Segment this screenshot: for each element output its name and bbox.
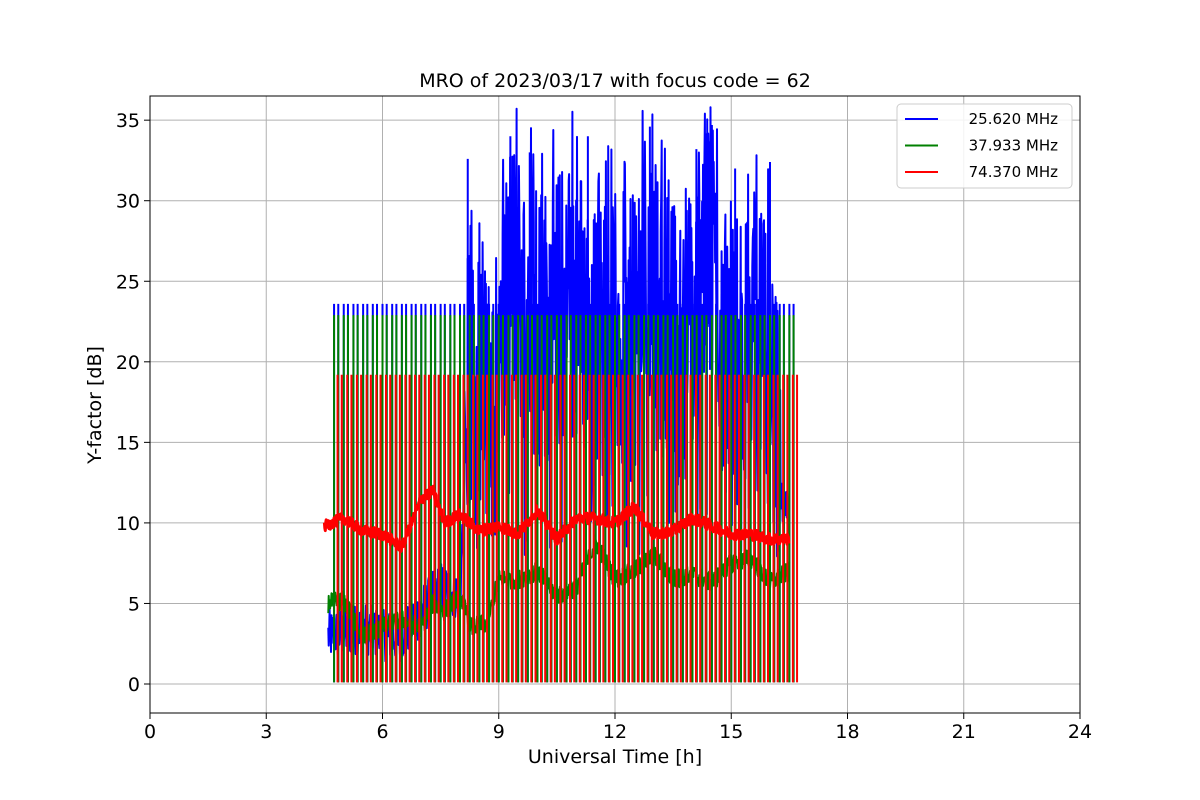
y-tick-label: 15 <box>116 432 140 454</box>
x-tick-label: 0 <box>144 721 156 743</box>
x-tick-label: 18 <box>835 721 859 743</box>
x-tick-label: 9 <box>493 721 505 743</box>
series-layer <box>322 106 799 683</box>
y-tick-label: 10 <box>116 513 140 535</box>
x-tick-label: 24 <box>1068 721 1092 743</box>
series-74-370-mhzline <box>322 374 799 683</box>
x-tick-label: 12 <box>603 721 627 743</box>
legend: 25.620 MHz 37.933 MHz 74.370 MHz <box>896 103 1073 189</box>
y-axis-label: Y-factor [dB] <box>84 346 106 465</box>
y-tick-label: 5 <box>128 593 140 615</box>
chart-title: MRO of 2023/03/17 with focus code = 62 <box>419 70 811 92</box>
y-tick-label: 25 <box>116 271 140 293</box>
legend-label: 25.620 MHz <box>969 110 1058 128</box>
x-tick-label: 3 <box>260 721 272 743</box>
calibration-pulses <box>336 374 799 683</box>
x-tick-label: 6 <box>376 721 388 743</box>
legend-label: 37.933 MHz <box>969 137 1058 155</box>
y-tick-label: 20 <box>116 352 140 374</box>
legend-label: 74.370 MHz <box>969 163 1058 181</box>
tick-labels: 0 3 6 9 12 15 18 21 24 0 5 10 15 20 25 30 35 <box>116 110 1092 743</box>
series-trace <box>322 484 791 553</box>
y-tick-label: 30 <box>116 191 140 213</box>
legend-box <box>896 103 1073 189</box>
x-tick-label: 15 <box>719 721 743 743</box>
x-tick-label: 21 <box>952 721 976 743</box>
y-tick-label: 0 <box>128 674 140 696</box>
y-tick-label: 35 <box>116 110 140 132</box>
x-axis-label: Universal Time [h] <box>528 746 702 768</box>
